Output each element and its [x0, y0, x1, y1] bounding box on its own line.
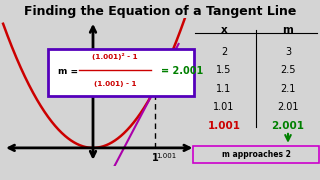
Text: 3: 3 [285, 47, 291, 57]
Text: Finding the Equation of a Tangent Line: Finding the Equation of a Tangent Line [24, 5, 296, 18]
Text: (1.001)² - 1: (1.001)² - 1 [92, 53, 138, 60]
Text: 2.001: 2.001 [271, 121, 305, 130]
Text: 1.5: 1.5 [216, 65, 232, 75]
FancyBboxPatch shape [48, 49, 195, 96]
Text: 1: 1 [152, 153, 158, 163]
Text: x: x [220, 25, 228, 35]
Text: m =: m = [58, 67, 81, 76]
Text: 2: 2 [221, 47, 227, 57]
Text: = 2.001: = 2.001 [161, 66, 203, 76]
FancyBboxPatch shape [193, 146, 319, 163]
Text: 1.1: 1.1 [216, 84, 232, 94]
Text: m: m [283, 25, 293, 35]
Text: 1.01: 1.01 [213, 102, 235, 112]
Text: 2.01: 2.01 [277, 102, 299, 112]
Text: 1.001: 1.001 [156, 153, 177, 159]
Text: 2.1: 2.1 [280, 84, 296, 94]
Text: 1.001: 1.001 [207, 121, 241, 130]
Text: m approaches 2: m approaches 2 [221, 150, 291, 159]
Text: 2.5: 2.5 [280, 65, 296, 75]
Text: (1.001) - 1: (1.001) - 1 [94, 82, 136, 87]
